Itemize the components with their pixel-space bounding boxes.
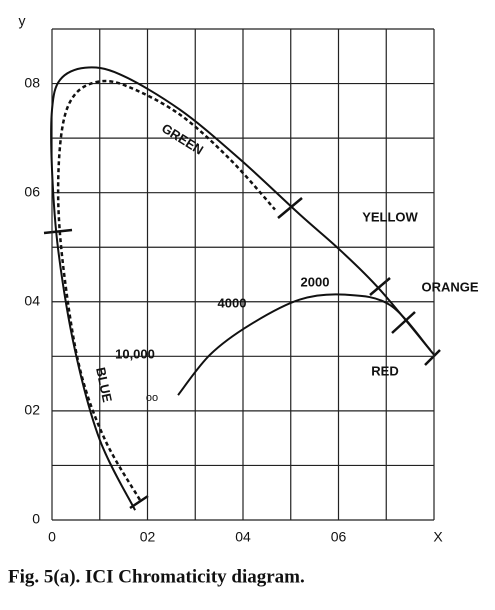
boundary-marks (43, 197, 441, 510)
y-tick-label: 04 (24, 292, 40, 308)
x-tick-label: 06 (331, 529, 347, 545)
y-tick-label: 0 (32, 511, 40, 527)
y-tick-label: 08 (24, 74, 40, 90)
marker: oo (146, 392, 158, 404)
x-axis-label: X (433, 529, 443, 545)
x-tick-label: 02 (140, 529, 156, 545)
annotation: YELLOW (362, 209, 418, 224)
annotation: 4000 (218, 295, 247, 310)
annotation: ORANGE (421, 279, 478, 294)
annotation: 10,000 (115, 346, 155, 361)
y-tick-label: 02 (24, 402, 40, 418)
x-tick-label: 0 (48, 529, 56, 545)
caption: Fig. 5(a). ICI Chromaticity diagram. (8, 566, 305, 587)
x-tick-label: 04 (235, 529, 251, 545)
annotation: GREEN (159, 120, 206, 157)
curve (177, 293, 431, 396)
y-axis-label: y (19, 13, 26, 29)
annotation: RED (371, 363, 398, 378)
annotation: BLUE (93, 366, 115, 404)
annotation: 2000 (301, 274, 330, 289)
y-tick-label: 06 (24, 183, 40, 199)
